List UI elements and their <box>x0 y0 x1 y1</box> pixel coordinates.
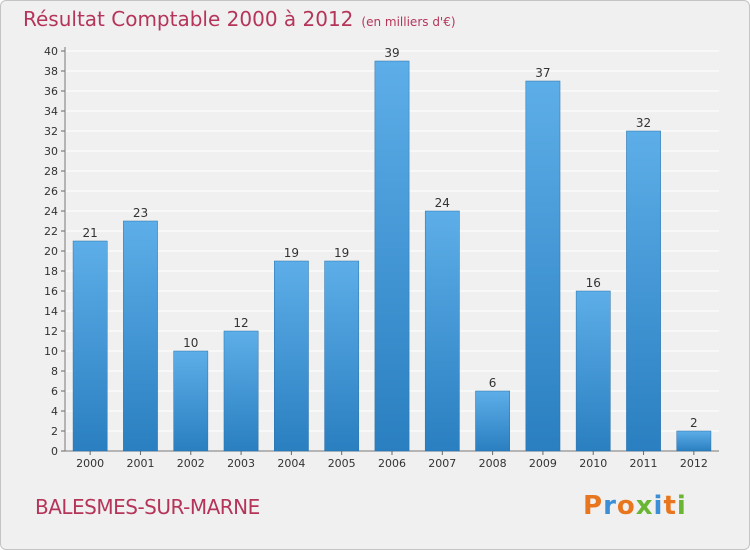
data-label-2009: 37 <box>535 66 550 80</box>
chart-title-text: Résultat Comptable 2000 à 2012 <box>23 7 354 31</box>
y-tick-label: 12 <box>44 325 58 338</box>
y-tick-label: 2 <box>51 425 58 438</box>
bar-2009 <box>525 80 561 452</box>
bar-2008 <box>475 390 510 452</box>
chart-subtitle: (en milliers d'€) <box>361 15 456 29</box>
y-tick-label: 14 <box>44 305 58 318</box>
logo-letter: i <box>653 491 664 521</box>
logo-letter: t <box>663 491 677 521</box>
data-label-2003: 12 <box>233 316 248 330</box>
x-tick-label-2011: 2011 <box>630 457 658 470</box>
logo-letter: x <box>635 491 654 521</box>
data-label-2000: 21 <box>83 226 98 240</box>
bars <box>72 60 712 452</box>
logo-letter: i <box>676 491 687 521</box>
bar-2010 <box>575 290 611 452</box>
y-tick-label: 6 <box>51 385 58 398</box>
data-label-2004: 19 <box>284 246 299 260</box>
x-tick-label-2008: 2008 <box>479 457 507 470</box>
y-tick-label: 24 <box>44 205 58 218</box>
y-tick-label: 34 <box>44 105 58 118</box>
bar-2011 <box>626 130 661 452</box>
bar-2004 <box>274 260 309 452</box>
data-label-2002: 10 <box>183 336 198 350</box>
y-tick-label: 30 <box>44 145 58 158</box>
bar-2001 <box>123 220 158 452</box>
proxiti-logo[interactable]: Proxiti <box>583 491 687 521</box>
y-tick-label: 10 <box>44 345 58 358</box>
y-tick-label: 4 <box>51 405 58 418</box>
y-tick-label: 0 <box>51 445 58 458</box>
data-label-2012: 2 <box>690 416 698 430</box>
bar-2003 <box>223 330 259 452</box>
data-label-2010: 16 <box>586 276 601 290</box>
x-tick-label-2006: 2006 <box>378 457 406 470</box>
data-label-2008: 6 <box>489 376 497 390</box>
data-label-2001: 23 <box>133 206 148 220</box>
y-tick-label: 38 <box>44 65 58 78</box>
x-tick-label-2009: 2009 <box>529 457 557 470</box>
y-tick-label: 40 <box>44 45 58 58</box>
y-tick-label: 16 <box>44 285 58 298</box>
chart-title: Résultat Comptable 2000 à 2012 (en millie… <box>23 7 456 31</box>
x-tick-label-2003: 2003 <box>227 457 255 470</box>
data-label-2005: 19 <box>334 246 349 260</box>
y-tick-label: 18 <box>44 265 58 278</box>
x-tick-label-2007: 2007 <box>428 457 456 470</box>
y-tick-label: 28 <box>44 165 58 178</box>
town-name: BALESMES-SUR-MARNE <box>35 495 260 519</box>
data-label-2007: 24 <box>435 196 450 210</box>
data-label-2011: 32 <box>636 116 651 130</box>
logo-letter: r <box>603 491 617 521</box>
bar-2005 <box>324 260 360 452</box>
y-tick-label: 20 <box>44 245 58 258</box>
y-tick-label: 8 <box>51 365 58 378</box>
x-tick-label-2004: 2004 <box>277 457 305 470</box>
labels: 0246810121416182022242628303234363840212… <box>44 45 708 470</box>
y-tick-label: 36 <box>44 85 58 98</box>
logo-letter: o <box>616 491 636 521</box>
logo-letter: P <box>583 491 604 521</box>
data-label-2006: 39 <box>384 46 399 60</box>
y-tick-label: 22 <box>44 225 58 238</box>
x-tick-label-2012: 2012 <box>680 457 708 470</box>
bar-2002 <box>173 350 209 452</box>
x-tick-label-2005: 2005 <box>328 457 356 470</box>
bar-2000 <box>72 240 108 452</box>
y-tick-label: 26 <box>44 185 58 198</box>
bar-2006 <box>374 60 410 452</box>
y-tick-label: 32 <box>44 125 58 138</box>
bar-2007 <box>424 210 460 452</box>
x-tick-label-2010: 2010 <box>579 457 607 470</box>
x-tick-label-2001: 2001 <box>126 457 154 470</box>
x-tick-label-2000: 2000 <box>76 457 104 470</box>
x-tick-label-2002: 2002 <box>177 457 205 470</box>
bar-2012 <box>676 430 712 452</box>
